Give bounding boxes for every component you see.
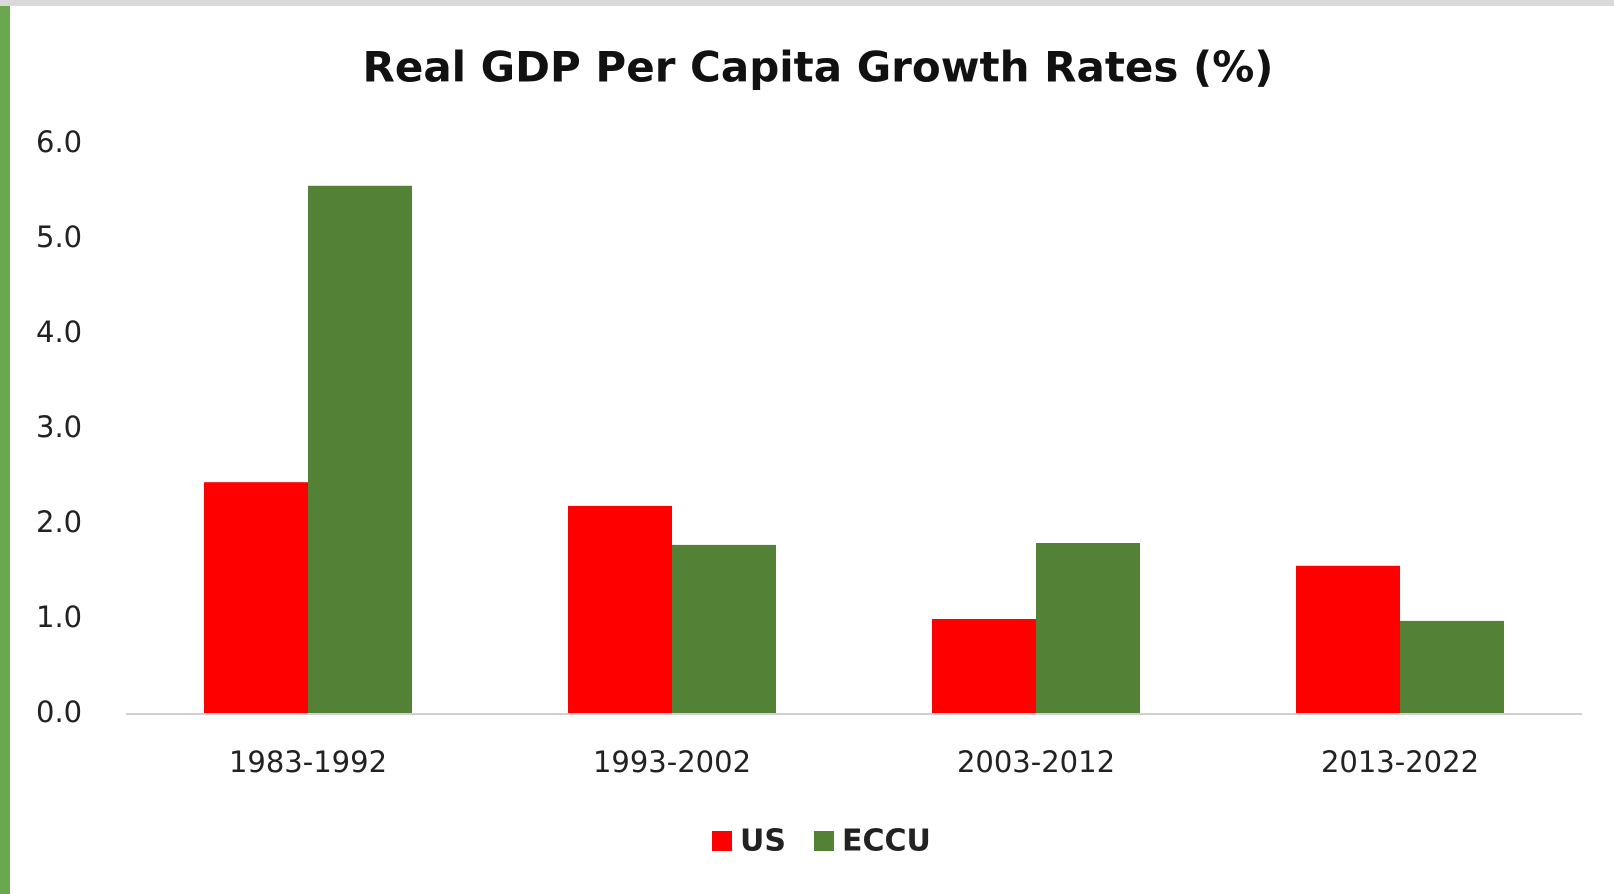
y-tick-label: 4.0 bbox=[36, 315, 82, 349]
bar bbox=[932, 619, 1036, 714]
frame-edge bbox=[0, 0, 10, 894]
legend-swatch bbox=[712, 831, 732, 851]
legend-label: US bbox=[740, 824, 786, 859]
y-tick-label: 6.0 bbox=[36, 125, 82, 159]
x-tick-label: 1983-1992 bbox=[229, 745, 387, 779]
x-tick-label: 1993-2002 bbox=[593, 745, 751, 779]
x-tick-label: 2003-2012 bbox=[957, 745, 1115, 779]
legend-label: ECCU bbox=[842, 824, 931, 859]
x-tick-label: 2013-2022 bbox=[1321, 745, 1479, 779]
chart-title: Real GDP Per Capita Growth Rates (%) bbox=[363, 43, 1274, 92]
bar bbox=[1296, 565, 1400, 714]
y-tick-label: 1.0 bbox=[36, 600, 82, 634]
y-tick-label: 2.0 bbox=[36, 505, 82, 539]
bar bbox=[672, 544, 776, 714]
y-tick-label: 3.0 bbox=[36, 410, 82, 444]
bar bbox=[1400, 620, 1504, 714]
frame-top bbox=[0, 0, 1614, 6]
legend-swatch bbox=[813, 831, 834, 851]
bar bbox=[568, 505, 672, 714]
bar bbox=[204, 482, 308, 714]
y-tick-label: 5.0 bbox=[36, 220, 82, 254]
y-tick-label: 0.0 bbox=[36, 695, 82, 729]
bar bbox=[1036, 543, 1140, 714]
bar bbox=[308, 185, 412, 715]
